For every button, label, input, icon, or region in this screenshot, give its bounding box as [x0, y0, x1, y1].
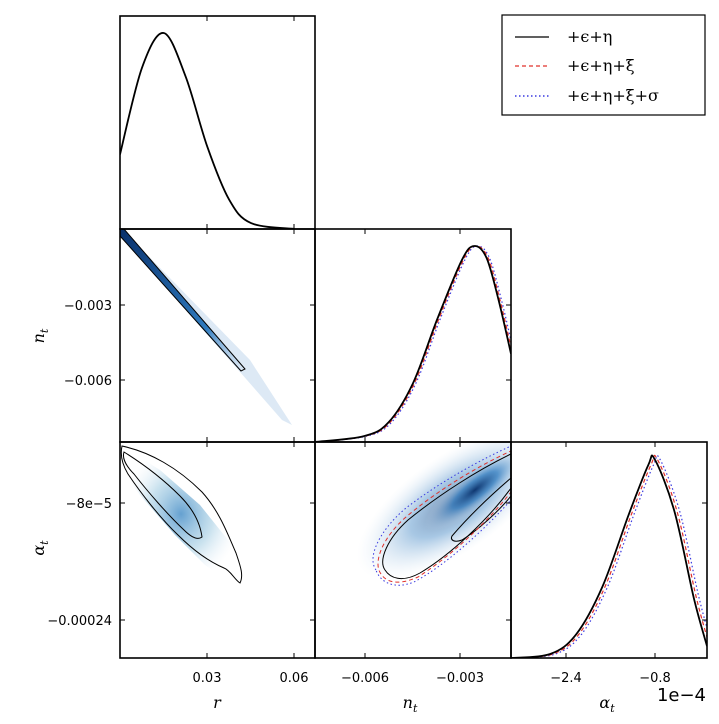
- xtick-label: −0.006: [341, 671, 389, 686]
- xlabel-at-sub: t: [610, 702, 615, 715]
- panel-frames: [119, 15, 708, 659]
- ytick-label: −8e−5: [66, 497, 112, 512]
- legend: +ϵ+η +ϵ+η+ξ +ϵ+η+ξ+σ: [501, 14, 706, 116]
- ytick-label: −0.006: [64, 374, 112, 389]
- ylabel-at-sub: t: [38, 540, 51, 545]
- xlabel-at-main: α: [599, 693, 610, 712]
- ytick-label: −0.00024: [47, 614, 112, 629]
- at-marginal-curve-blue: [516, 454, 707, 658]
- xtick-label: 0.06: [280, 671, 309, 686]
- nt-marginal-curve-black: [315, 245, 511, 442]
- rn-contour-outer: [120, 229, 246, 372]
- ra-density-fill: [122, 446, 240, 582]
- ra-contour-outer: [120, 445, 243, 584]
- na-contour-outer-red: [377, 450, 511, 583]
- na-density-core: [424, 449, 511, 531]
- at-marginal-curve-red: [513, 454, 707, 658]
- legend-label: +ϵ+η+ξ+σ: [567, 86, 659, 105]
- ylabel-nt-main: n: [29, 333, 48, 343]
- r-marginal-curve: [120, 32, 295, 229]
- xtick-label: −0.003: [436, 671, 484, 686]
- tick-labels: 0.03 0.06 −0.006 −0.003 −2.4 −0.8 −0.003…: [47, 299, 706, 706]
- xlabel-r: r: [213, 693, 222, 712]
- rn-density-core: [120, 229, 244, 371]
- nt-marginal-curve-blue: [317, 245, 511, 442]
- legend-label: +ϵ+η: [567, 27, 612, 46]
- xtick-label: 0.03: [193, 671, 222, 686]
- ylabel-nt: nt: [29, 328, 51, 343]
- ylabel-at: αt: [29, 540, 51, 556]
- xlabel-r-main: r: [213, 693, 222, 712]
- xlabel-nt-main: n: [403, 693, 413, 712]
- axis-labels: r nt αt nt αt: [29, 328, 615, 715]
- tick-marks: [120, 16, 707, 658]
- ylabel-at-main: α: [29, 545, 48, 556]
- contour-layer: [120, 229, 511, 586]
- x-offset-label: 1e−4: [657, 685, 706, 706]
- xlabel-nt: nt: [403, 693, 418, 715]
- at-marginal-curve-black: [511, 454, 707, 658]
- na-contour-inner-black: [451, 477, 511, 542]
- ra-contour-inner: [123, 451, 203, 539]
- xlabel-nt-sub: t: [413, 702, 418, 715]
- na-contour-outer-black: [382, 453, 511, 580]
- legend-label: +ϵ+η+ξ: [567, 56, 635, 75]
- ytick-label: −0.003: [64, 299, 112, 314]
- xlabel-at: αt: [599, 693, 615, 715]
- na-contour-outer-blue: [372, 445, 511, 586]
- xtick-label: −2.4: [550, 671, 582, 686]
- panel-at-at: [510, 441, 708, 659]
- nt-marginal-curve-red: [316, 245, 511, 442]
- panel-nt-nt: [314, 228, 512, 443]
- marginal-curves: [120, 32, 707, 658]
- ylabel-nt-sub: t: [38, 328, 51, 333]
- xtick-label: −0.8: [639, 671, 671, 686]
- legend-box: [501, 14, 706, 116]
